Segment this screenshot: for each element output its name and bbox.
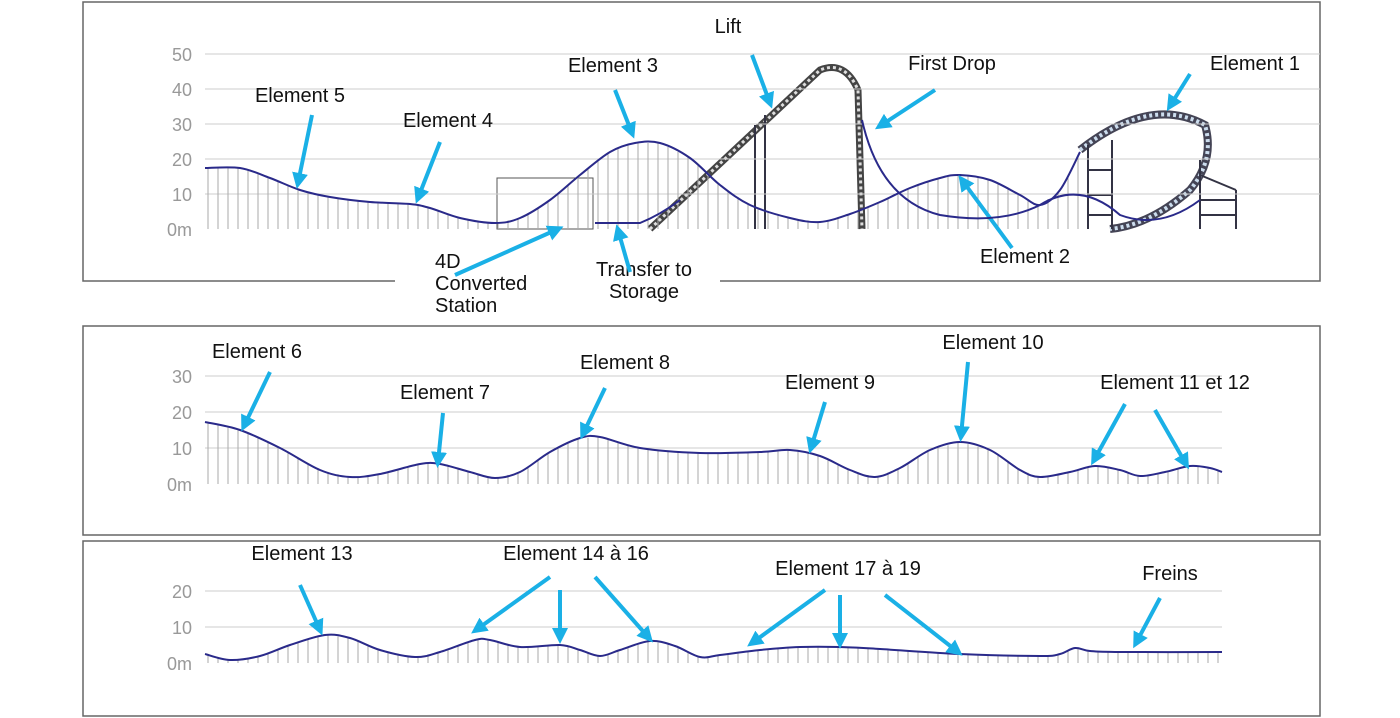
loop-structure (1077, 110, 1212, 233)
track (595, 199, 681, 224)
loop-structure (1078, 112, 1210, 231)
axis-label: 10 (172, 439, 192, 459)
axis-label: 50 (172, 45, 192, 65)
arrow (747, 588, 827, 647)
arrow (874, 88, 937, 130)
label-backdrop (1035, 45, 1075, 57)
panel-frame (82, 540, 1321, 717)
arrow (806, 401, 827, 454)
axis-label: 20 (172, 150, 192, 170)
element-label: Element 9 (785, 372, 875, 394)
arrow (471, 575, 552, 634)
element-label: Element 6 (212, 341, 302, 363)
arrow (431, 412, 447, 468)
panel-frame (82, 1, 1321, 282)
arrow (1153, 409, 1189, 470)
element-label: Freins (1142, 563, 1198, 585)
element-label: Element 7 (400, 382, 490, 404)
arrow (1166, 72, 1192, 112)
axis-label: 30 (172, 115, 192, 135)
element-label: Element 8 (580, 352, 670, 374)
element-label: Element 3 (568, 55, 658, 77)
element-label: Element 13 (251, 543, 352, 565)
station (496, 177, 594, 230)
arrow (580, 387, 607, 440)
arrow (298, 584, 324, 636)
axis-label: 10 (172, 618, 192, 638)
element-label: Element 14 à 16 (503, 543, 649, 565)
arrow (1091, 403, 1127, 466)
arrow (414, 141, 442, 204)
axis-label: 0m (167, 654, 192, 674)
element-label: Element 11 et 12 (1100, 372, 1250, 394)
element-label: Element 10 (942, 332, 1043, 354)
element-label: Transfer to (596, 259, 692, 281)
arrow (613, 224, 632, 273)
axis-label: 20 (172, 403, 192, 423)
element-label: 4D (435, 251, 461, 273)
axis-label: 10 (172, 185, 192, 205)
arrow (750, 54, 774, 109)
element-label: Storage (609, 281, 679, 303)
arrow (613, 89, 636, 139)
track (204, 633, 1223, 662)
axis-label: 20 (172, 582, 192, 602)
axis-label: 30 (172, 367, 192, 387)
arrow (883, 593, 963, 656)
arrow (454, 225, 564, 277)
lift-structure (647, 64, 866, 232)
arrow (1133, 597, 1162, 649)
element-label: Converted (435, 273, 527, 295)
label-backdrop (395, 262, 720, 322)
element-label: Station (435, 295, 497, 317)
element-label: Element 1 (1210, 53, 1300, 75)
arrow (241, 371, 272, 432)
arrow (958, 175, 1014, 250)
track (204, 421, 1223, 480)
axis-label: 0m (167, 220, 192, 240)
element-label: Element 5 (255, 85, 345, 107)
arrow (292, 114, 314, 189)
element-label: Element 2 (980, 246, 1070, 268)
element-label: Element 4 (403, 110, 493, 132)
panel-frame (82, 325, 1321, 536)
axis-label: 40 (172, 80, 192, 100)
arrow (593, 575, 653, 643)
element-label: Element 17 à 19 (775, 558, 921, 580)
axis-label: 0m (167, 475, 192, 495)
element-label: Lift (715, 16, 742, 38)
track (204, 140, 1081, 225)
element-label: First Drop (908, 53, 996, 75)
arrow (953, 361, 970, 442)
track (861, 119, 1201, 221)
